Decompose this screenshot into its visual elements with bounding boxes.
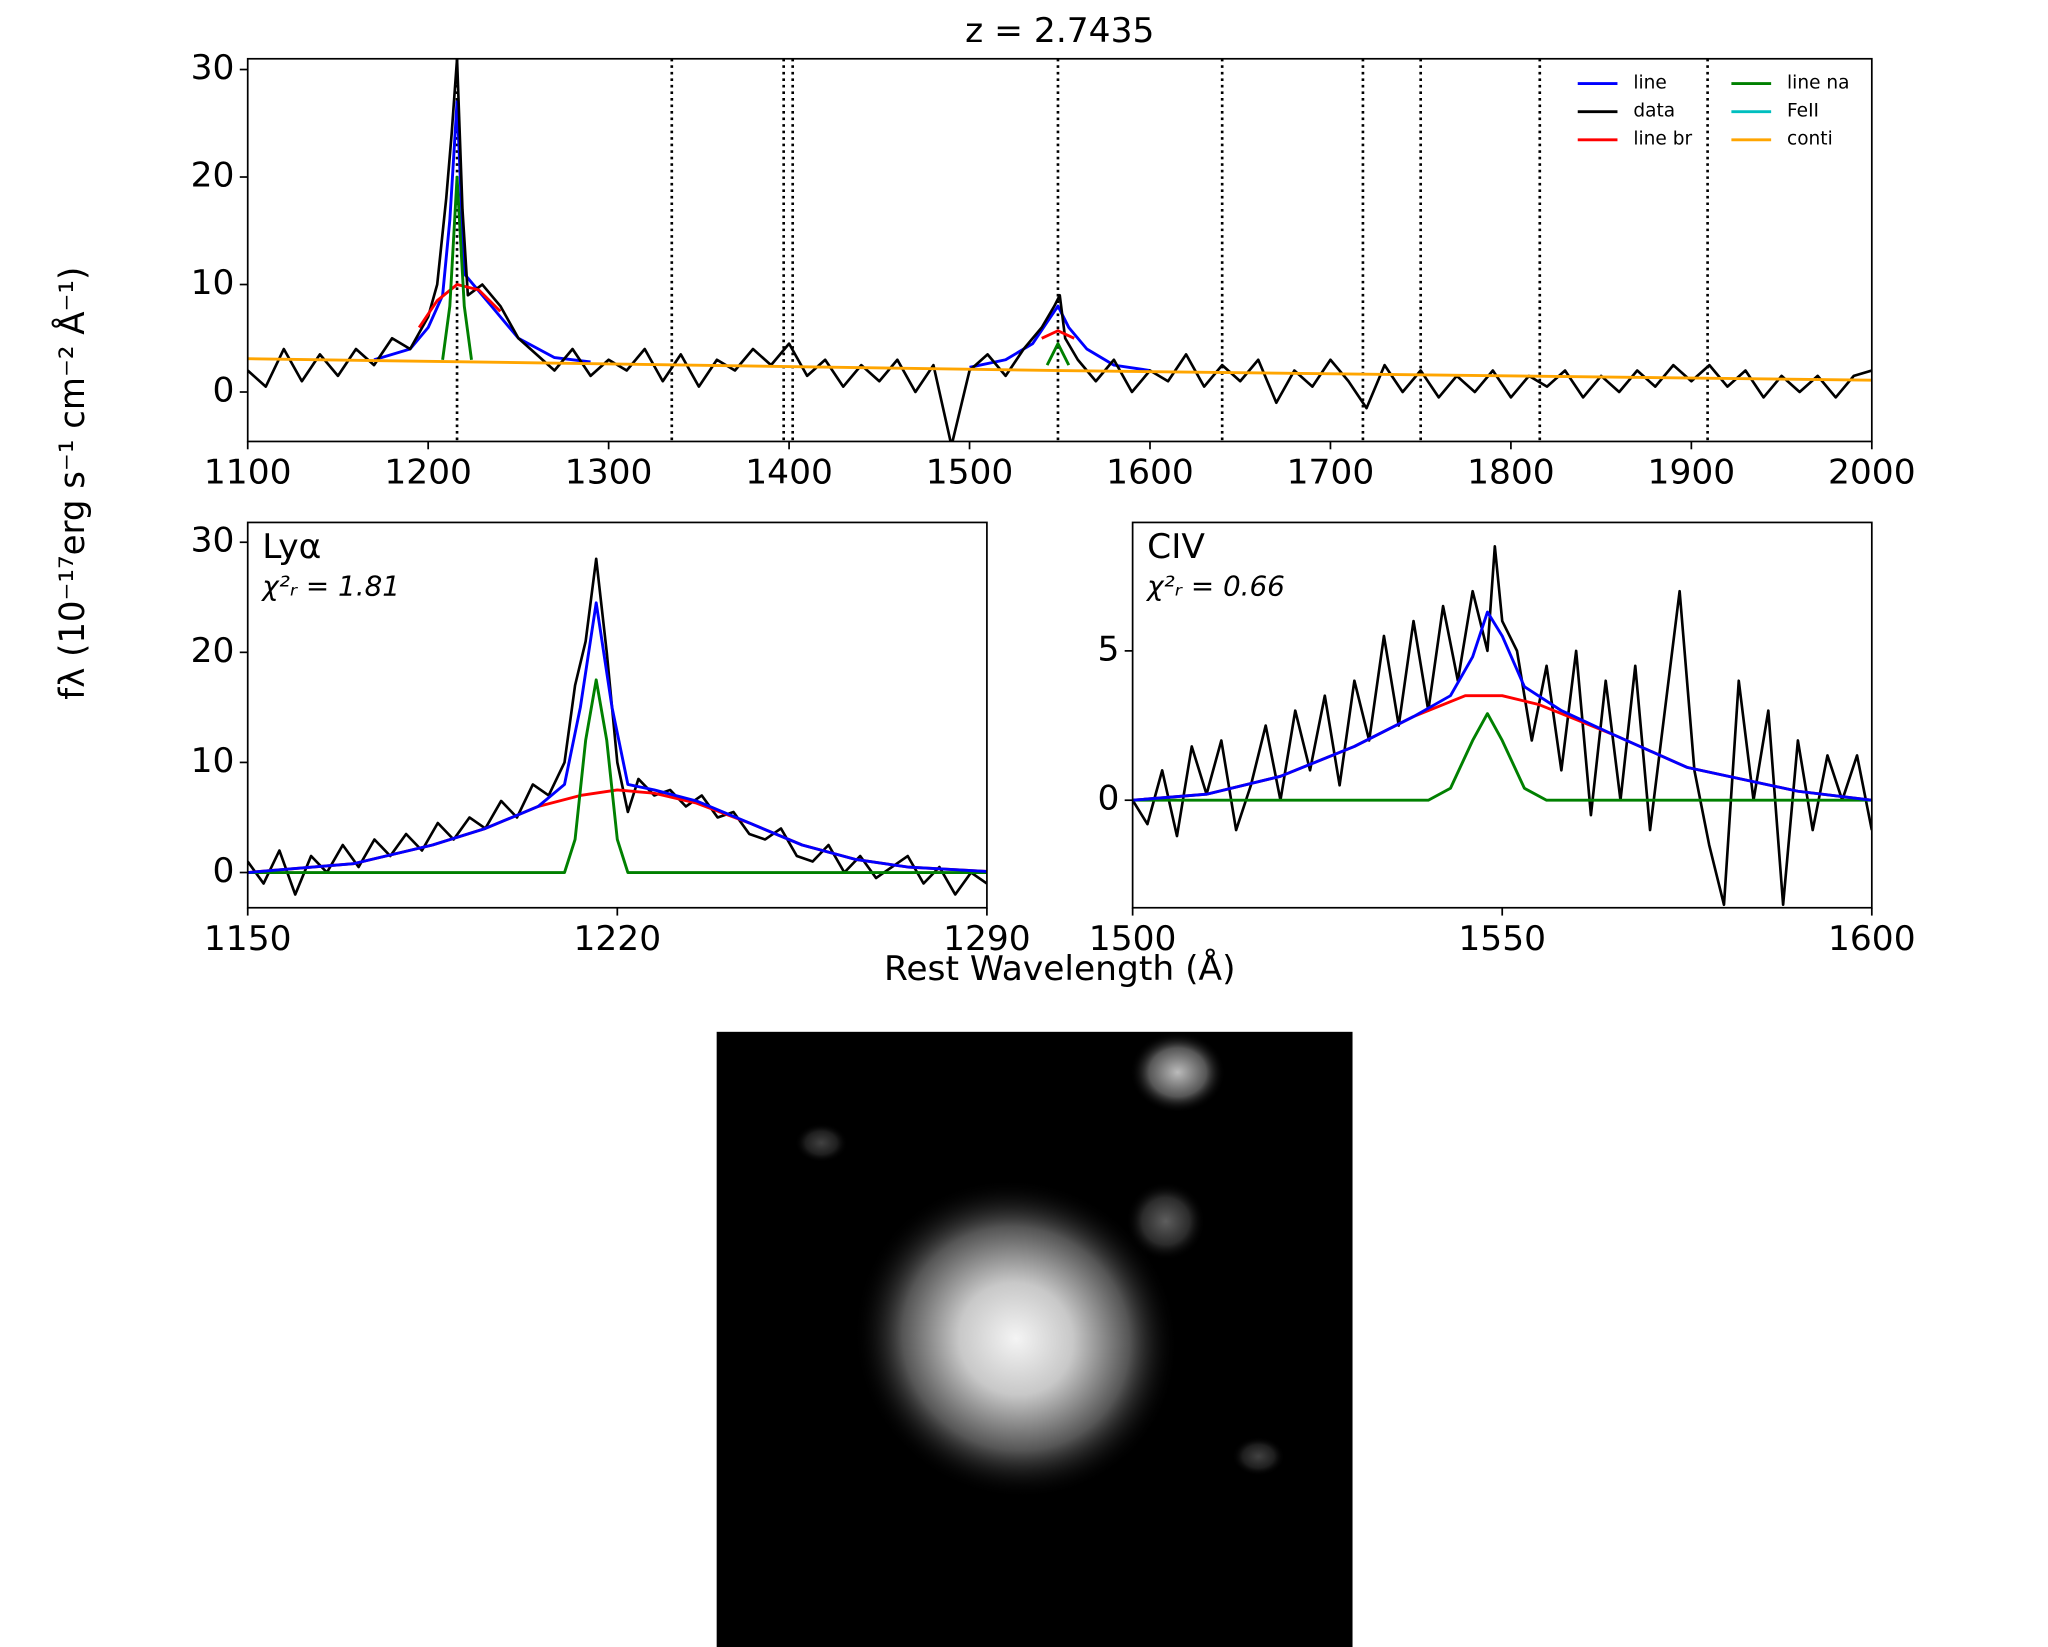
y-tick-label: 0 <box>213 851 235 891</box>
y-axis-label: fλ (10⁻¹⁷erg s⁻¹ cm⁻² Å⁻¹) <box>52 267 93 700</box>
series-line <box>247 601 987 874</box>
plot-area <box>247 58 1872 442</box>
series-line <box>373 100 1151 372</box>
y-tick-label: 10 <box>191 741 235 781</box>
x-tick-label: 1100 <box>204 453 292 493</box>
x-tick-label: 1900 <box>1648 453 1736 493</box>
y-tick-label: 20 <box>191 156 235 196</box>
y-tick-label: 30 <box>191 521 235 561</box>
axes-frame <box>246 57 1873 443</box>
annotation: CIV <box>1147 527 1205 567</box>
x-axis-label: Rest Wavelength (Å) <box>884 948 1236 989</box>
y-tick-label: 20 <box>191 631 235 671</box>
x-tick-label: 1300 <box>565 453 653 493</box>
series-line <box>247 678 987 874</box>
series-line <box>441 175 1071 366</box>
x-tick-label: 1500 <box>1089 919 1177 959</box>
x-tick-label: 1600 <box>1828 919 1916 959</box>
y-tick-label: 30 <box>191 48 235 88</box>
series-line <box>1132 545 1872 907</box>
annotation: χ²ᵣ = 0.66 <box>1145 570 1285 603</box>
series-line <box>247 58 1872 442</box>
legend-label: data <box>1633 101 1675 122</box>
y-tick-label: 10 <box>191 263 235 303</box>
y-tick-label: 0 <box>213 371 235 411</box>
cutout-image <box>716 1031 1353 1647</box>
x-tick-label: 1600 <box>1106 453 1194 493</box>
x-tick-label: 1220 <box>574 919 662 959</box>
x-tick-label: 1150 <box>204 919 292 959</box>
x-tick-label: 1200 <box>384 453 472 493</box>
legend-label: line br <box>1633 129 1692 150</box>
y-tick-label: 0 <box>1097 779 1119 819</box>
series-line <box>1132 610 1872 802</box>
x-tick-label: 1700 <box>1287 453 1375 493</box>
x-tick-label: 1290 <box>943 919 1031 959</box>
legend-label: line <box>1633 73 1666 94</box>
annotation: Lyα <box>262 527 321 567</box>
legend-label: conti <box>1787 129 1833 150</box>
legend-label: FeII <box>1787 101 1819 122</box>
y-tick-label: 5 <box>1097 630 1119 670</box>
series-line <box>1132 712 1872 802</box>
legend-label: line na <box>1787 73 1849 94</box>
chart-title: z = 2.7435 <box>965 11 1154 51</box>
annotation: χ²ᵣ = 1.81 <box>260 570 400 603</box>
x-tick-label: 2000 <box>1828 453 1916 493</box>
x-tick-label: 1500 <box>926 453 1014 493</box>
plot-area <box>1132 545 1872 907</box>
series-line <box>417 283 1075 340</box>
plot-area <box>247 557 987 896</box>
x-tick-label: 1550 <box>1458 919 1546 959</box>
series-line <box>247 357 1872 382</box>
x-tick-label: 1800 <box>1467 453 1555 493</box>
x-tick-label: 1400 <box>745 453 833 493</box>
